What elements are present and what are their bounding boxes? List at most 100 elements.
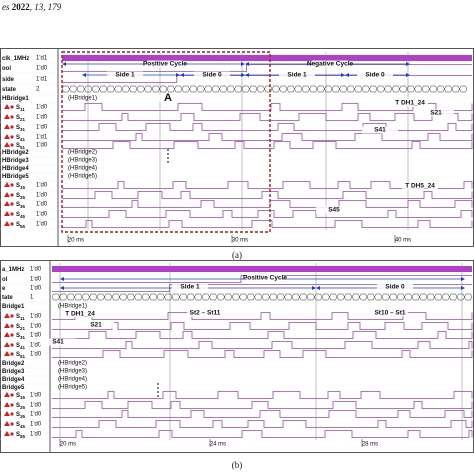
annotation-bg — [78, 321, 114, 329]
signal-name-main: Bridge5 — [2, 385, 25, 391]
signal-value: 1'd0 — [36, 125, 48, 131]
signal-name: S11 — [16, 314, 25, 321]
signal-name-sub: 31 — [20, 127, 26, 132]
signal-name-main: S — [16, 422, 20, 428]
signal-icon — [4, 313, 10, 318]
dots — [167, 161, 169, 163]
signal-value: 1 — [30, 295, 34, 301]
signal-name-sub: 35 — [20, 204, 26, 209]
annotation-bg — [279, 71, 315, 79]
signal-icon — [10, 343, 14, 347]
signal-name: HBridge3 — [2, 158, 29, 164]
signal-name: a_1MHz — [2, 267, 24, 273]
signal-icon — [4, 332, 10, 337]
wave-label: (HBridge5) — [58, 385, 87, 391]
wave — [62, 210, 473, 218]
time-label: 20 ms — [68, 238, 84, 244]
dots — [157, 391, 159, 393]
wave — [52, 401, 473, 409]
signal-icon — [10, 202, 14, 206]
signal-name-main: S — [16, 352, 20, 358]
signal-name-sub: 11 — [20, 107, 25, 112]
annotation-bg — [150, 94, 186, 102]
signal-name-main: S — [16, 343, 20, 349]
wave — [62, 181, 473, 189]
signal-name-sub: 55 — [20, 224, 26, 229]
annotation-bg — [372, 309, 408, 317]
annotation-bg — [107, 71, 143, 79]
signal-name-main: Bridge2 — [2, 361, 25, 367]
annotation: S45 — [328, 207, 340, 214]
annotation: A — [164, 92, 172, 104]
annotation: Side 1 — [180, 284, 200, 291]
signal-name-sub: 25 — [20, 405, 26, 410]
signal-icon — [4, 323, 10, 328]
signal-name: HBridge4 — [2, 166, 29, 172]
signal-icon — [10, 143, 14, 147]
signal-name-main: S — [16, 183, 20, 189]
signal-name-main: HBridge3 — [2, 158, 29, 164]
signal-value: 1'd0 — [30, 324, 42, 330]
signal-icon — [10, 183, 14, 187]
signal-name-main: HBridge1 — [2, 96, 29, 102]
signal-icon — [10, 412, 14, 416]
time-label: 40 ms — [395, 238, 411, 244]
signal-value: 1'd0 — [30, 403, 42, 409]
signal-value: 1'd0 — [30, 412, 42, 418]
signal-name-main: tate — [2, 295, 13, 301]
signal-name-main: S — [16, 105, 20, 111]
annotation-bg — [392, 99, 428, 107]
signal-value: 1'd0 — [30, 314, 42, 320]
signal-name: S41 — [16, 135, 26, 142]
signal-icon — [4, 402, 10, 407]
highlight-box — [61, 51, 271, 233]
signal-name-main: S — [16, 193, 20, 199]
wave — [62, 200, 473, 208]
signal-value: 1'd0 — [30, 432, 42, 438]
signal-value: 1'd0 — [30, 352, 42, 358]
signal-name: S21 — [16, 324, 26, 331]
signal-icon — [10, 352, 14, 356]
wave — [52, 391, 473, 399]
signal-name: Bridge2 — [2, 361, 25, 367]
signal-name: HBridge5 — [2, 174, 29, 180]
signal-name-main: S — [16, 202, 20, 208]
signal-name: ol — [2, 277, 8, 283]
signal-name-main: ool — [2, 66, 11, 72]
signal-name-main: e — [2, 286, 6, 292]
signal-name: tate — [2, 295, 13, 301]
time-label: 30 ms — [232, 238, 248, 244]
annotation-bg — [194, 71, 230, 79]
annotation-bg — [402, 182, 438, 190]
year: 2022 — [12, 2, 31, 12]
wave-label: (HBridge1) — [58, 304, 87, 310]
wave-label: (HBridge3) — [68, 158, 97, 164]
signal-name: ool — [2, 66, 11, 72]
annotation: T DH1_24 — [395, 100, 425, 107]
signal-name: S25 — [16, 193, 26, 200]
wave — [62, 220, 473, 228]
signal-value: 1'd0 — [36, 183, 48, 189]
wave — [52, 350, 473, 358]
signal-value: 1'd0 — [36, 105, 48, 111]
dots — [157, 387, 159, 389]
time-label: 20 ms — [60, 442, 76, 448]
signal-icon — [4, 411, 10, 416]
signal-name: Bridge1 — [2, 304, 25, 310]
signal-name-main: HBridge4 — [2, 166, 29, 172]
annotation-bg — [172, 283, 208, 291]
signal-name: Bridge4 — [2, 377, 25, 383]
signal-name: S31 — [16, 333, 26, 340]
wave — [62, 75, 472, 83]
signal-name: e — [2, 286, 6, 292]
signal-name-main: S — [16, 403, 20, 409]
clock-wave — [62, 55, 472, 61]
clock-wave — [52, 266, 472, 272]
signal-name-sub: 55 — [20, 434, 26, 439]
signal-value: 1'd0 — [30, 277, 42, 283]
signal-icon — [10, 125, 14, 129]
signal-name-sub: 35 — [20, 414, 26, 419]
signal-icon — [4, 342, 10, 347]
annotation: Side 1 — [287, 72, 307, 79]
